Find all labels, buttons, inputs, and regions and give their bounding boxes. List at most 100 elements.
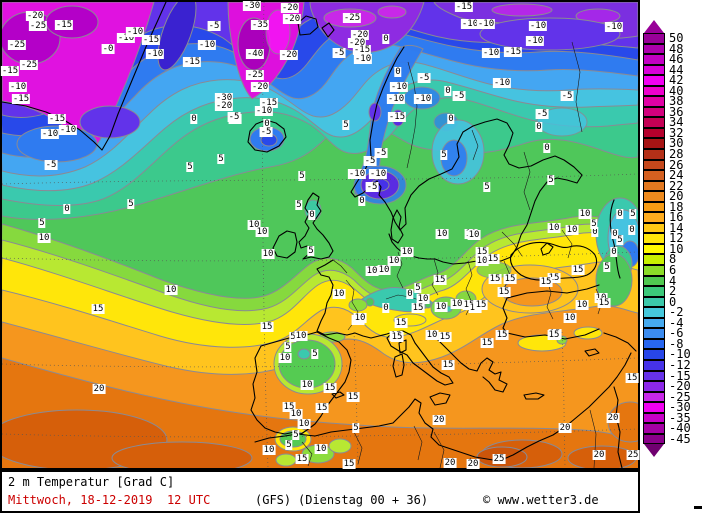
scale-entry: 48: [643, 41, 703, 56]
scale-value: 6: [669, 263, 677, 278]
scale-swatch: [643, 159, 665, 171]
scale-entry: 28: [643, 147, 703, 162]
scale-value: -12: [669, 357, 691, 372]
temp-label: 5: [483, 182, 491, 192]
scale-value: 48: [669, 41, 684, 56]
temp-label: -10: [125, 27, 145, 37]
scale-entry: -6: [643, 328, 703, 339]
temp-label: -15: [259, 98, 279, 108]
scale-entry: 14: [643, 220, 703, 235]
temp-label: 0: [263, 119, 271, 129]
country-borders: [301, 41, 603, 468]
scale-entry: -15: [643, 370, 703, 381]
temp-label: 0: [628, 225, 636, 235]
temp-label: -25: [28, 21, 48, 31]
temp-label: 10: [467, 230, 481, 240]
scale-entry: 12: [643, 233, 703, 244]
temp-label: -5: [363, 156, 377, 166]
valid-datetime: Mittwoch, 18-12-2019 12 UTC: [8, 493, 211, 507]
temp-label: 0: [382, 34, 390, 44]
temp-label: 5: [295, 200, 303, 210]
copyright: © www.wetter3.de: [483, 493, 599, 507]
scale-swatch: [643, 96, 665, 107]
temp-label: -5: [227, 112, 241, 122]
scale-entry: -40: [643, 422, 703, 434]
temp-label: 15: [295, 454, 309, 464]
scale-value: -35: [669, 410, 691, 425]
scale-swatch: [643, 64, 665, 76]
scale-swatch: [643, 296, 665, 308]
scale-entry: 38: [643, 96, 703, 107]
temp-label: 10: [565, 225, 579, 235]
temp-label: 0: [535, 122, 543, 132]
scale-value: 28: [669, 147, 684, 162]
temp-label: 0: [406, 289, 414, 299]
temp-label: 5: [547, 175, 555, 185]
temp-label: -10: [40, 129, 60, 139]
temp-label: 15: [91, 304, 105, 314]
scale-swatch: [643, 117, 665, 128]
temp-label: 5: [284, 342, 292, 352]
temp-label: 10: [332, 289, 346, 299]
scale-swatch: [643, 433, 665, 445]
temp-label: 0: [591, 227, 599, 237]
temp-label: 10: [261, 249, 275, 259]
temp-label: 15: [475, 247, 489, 257]
temp-label: 10: [563, 313, 577, 323]
scale-value: 2: [669, 284, 677, 299]
temp-label: -10: [386, 94, 406, 104]
map-title: 2 m Temperatur [Grad C]: [8, 475, 175, 489]
scale-swatch: [643, 286, 665, 297]
scale-swatch: [643, 127, 665, 139]
scale-swatch: [643, 412, 665, 424]
temp-label: 15: [486, 254, 500, 264]
scale-value: 26: [669, 157, 684, 172]
temp-label: -20: [25, 11, 45, 21]
temp-label: 15: [323, 383, 337, 393]
scale-swatch: [643, 149, 665, 160]
temp-label: -10: [58, 125, 78, 135]
scale-value: 50: [669, 31, 684, 45]
temp-label: 15: [474, 300, 488, 310]
scale-entry: 30: [643, 138, 703, 149]
temp-label: 5: [342, 120, 350, 130]
scale-value: 10: [669, 241, 684, 256]
temp-label: 5: [285, 440, 293, 450]
temp-label: 5: [352, 423, 360, 433]
scale-entry: -2: [643, 306, 703, 318]
scale-entry: 46: [643, 53, 703, 65]
temp-label: -15: [454, 2, 474, 12]
temp-label: -10: [481, 48, 501, 58]
temp-label: -5: [332, 48, 346, 58]
temp-label: 0: [444, 86, 452, 96]
temp-label: 10: [387, 256, 401, 266]
scale-entry: 24: [643, 169, 703, 181]
scale-entry: -4: [643, 315, 703, 330]
temp-label: -20: [282, 14, 302, 24]
scale-entry: 36: [643, 106, 703, 118]
temp-label: 10: [294, 331, 308, 341]
temp-label: 10: [416, 294, 430, 304]
scale-entry: 42: [643, 73, 703, 88]
scale-entry: -20: [643, 380, 703, 392]
temp-label: 0: [616, 209, 624, 219]
temp-label: 5: [298, 171, 306, 181]
temp-label: -20: [280, 3, 300, 13]
temp-label: 5: [307, 246, 315, 256]
temp-label: -10: [353, 54, 373, 64]
scale-value: 42: [669, 73, 684, 88]
scale-entry: 16: [643, 212, 703, 223]
scale-entry: 22: [643, 180, 703, 191]
temp-label: 15: [497, 287, 511, 297]
temp-label: 10: [255, 227, 269, 237]
temp-label: 5: [616, 235, 624, 245]
scale-value: -4: [669, 315, 684, 330]
scale-entry: -35: [643, 410, 703, 425]
temp-label: 0: [190, 114, 198, 124]
scale-value: 14: [669, 220, 684, 235]
scale-value: 18: [669, 199, 684, 214]
temp-label: -15: [182, 57, 202, 67]
model-name: (GFS): [255, 493, 292, 507]
scale-entry: 34: [643, 117, 703, 128]
scale-swatch: [643, 275, 665, 287]
